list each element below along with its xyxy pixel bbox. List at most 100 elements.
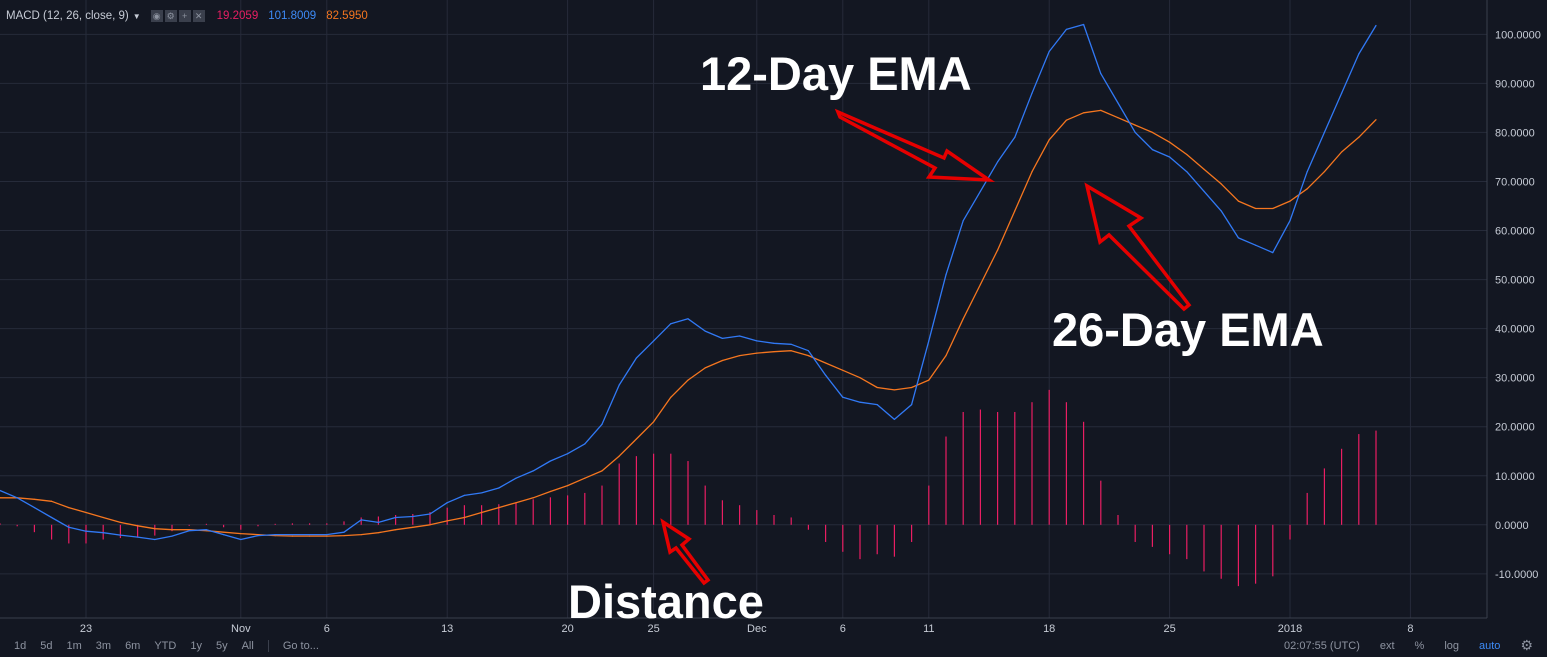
signal-line-point — [515, 502, 517, 504]
macd-line-point — [446, 502, 448, 504]
x-tick-label: Dec — [747, 623, 767, 635]
signal-line-point — [704, 367, 706, 369]
macd-line-point — [1289, 220, 1291, 222]
signal-line-point — [962, 318, 964, 320]
macd-line-point — [309, 534, 311, 536]
signal-line-point — [1169, 141, 1171, 143]
indicator-legend: MACD (12, 26, close, 9) ▼ ◉ ⚙ + ✕ 19.205… — [6, 8, 368, 24]
signal-line-point — [773, 351, 775, 353]
signal-line-series — [0, 109, 1377, 537]
macd-line-point — [1151, 148, 1153, 151]
timeframe-all[interactable]: All — [241, 639, 254, 652]
macd-line-point — [257, 535, 259, 537]
x-tick-label: 25 — [647, 623, 659, 635]
signal-line-point — [188, 529, 190, 531]
timeframe-1y[interactable]: 1y — [190, 639, 202, 652]
close-icon[interactable]: ✕ — [192, 10, 205, 22]
ema26-annotation: 26-Day EMA — [1052, 303, 1324, 356]
goto-button[interactable]: Go to... — [282, 639, 319, 652]
signal-line-point — [257, 534, 259, 536]
macd-line-point — [1237, 237, 1239, 239]
y-tick-label: 80.0000 — [1495, 127, 1535, 139]
signal-line-point — [807, 354, 810, 357]
macd-line-point — [16, 497, 18, 499]
chevron-down-icon[interactable]: ▼ — [132, 11, 141, 21]
macd-line-point — [704, 330, 706, 332]
signal-line-point — [119, 521, 121, 523]
settings-gear-icon[interactable]: ⚙ — [1520, 637, 1533, 653]
y-tick-label: 0.0000 — [1495, 520, 1529, 532]
timeframe-3m[interactable]: 3m — [95, 639, 112, 652]
ext-toggle[interactable]: ext — [1379, 639, 1395, 652]
macd-line-point — [1031, 92, 1033, 94]
macd-line-point — [1117, 102, 1119, 104]
gear-icon[interactable]: ⚙ — [164, 10, 177, 22]
signal-line-point — [1117, 117, 1119, 119]
macd-line-point — [291, 534, 293, 536]
macd-line-point — [911, 404, 913, 406]
macd-line-point — [601, 423, 603, 425]
macd-line-point — [68, 526, 70, 528]
macd-line-point — [137, 536, 139, 538]
signal-line-point — [1134, 124, 1136, 126]
macd-line-point — [670, 323, 672, 325]
ema26-arrow — [1084, 182, 1192, 312]
macd-line-series — [0, 23, 1377, 541]
x-tick-label: Nov — [231, 623, 251, 635]
macd-line-point — [412, 515, 414, 518]
annotation-arrows — [660, 108, 1192, 586]
signal-line-point — [893, 389, 896, 391]
macd-line-point — [635, 357, 638, 359]
signal-line-point — [1151, 131, 1153, 134]
signal-line-point — [274, 535, 276, 537]
macd-line-point — [33, 507, 36, 509]
toolbar-divider — [267, 639, 269, 652]
plus-icon[interactable]: + — [178, 10, 191, 22]
macd-line-point — [807, 350, 810, 352]
x-tick-label: 2018 — [1278, 623, 1302, 635]
signal-line-point — [481, 511, 483, 514]
macd-line-point — [171, 535, 173, 537]
signal-line-point — [859, 377, 861, 379]
log-toggle[interactable]: log — [1444, 639, 1460, 652]
macd-line-point — [532, 470, 534, 472]
timeframe-5y[interactable]: 5y — [215, 639, 228, 652]
axes: 100.000090.000080.000070.000060.000050.0… — [0, 0, 1541, 635]
macd-line-point — [876, 404, 878, 406]
signal-line-point — [653, 421, 655, 423]
timeframe-1d[interactable]: 1d — [14, 639, 27, 652]
macd-line-point — [205, 529, 207, 531]
x-tick-label: 18 — [1043, 623, 1055, 635]
auto-toggle[interactable]: auto — [1479, 639, 1501, 652]
y-tick-label: 20.0000 — [1495, 422, 1535, 434]
timeframe-5d[interactable]: 5d — [40, 639, 53, 652]
signal-line-point — [377, 532, 379, 534]
timeframe-1m[interactable]: 1m — [66, 639, 82, 652]
x-tick-label: 20 — [561, 623, 573, 635]
signal-line-point — [721, 359, 724, 362]
signal-line-point — [171, 529, 173, 531]
indicator-title[interactable]: MACD (12, 26, close, 9) — [6, 10, 129, 22]
signal-line-point — [1237, 200, 1239, 202]
macd-line-point — [842, 396, 844, 398]
signal-line-point — [360, 534, 362, 536]
signal-line-point — [997, 249, 999, 251]
x-tick-label: 23 — [80, 623, 92, 635]
percent-toggle[interactable]: % — [1414, 639, 1425, 652]
x-tick-label: 6 — [840, 623, 846, 635]
macd-line-point — [1065, 28, 1067, 31]
timeframe-ytd[interactable]: YTD — [154, 639, 177, 652]
macd-line-point — [481, 492, 483, 494]
signal-line-point — [584, 477, 586, 479]
signal-line-point — [1289, 200, 1291, 202]
signal-line-point — [1100, 109, 1102, 111]
signal-line-point — [1323, 171, 1325, 173]
macd-line-point — [687, 318, 689, 320]
bottom-toolbar: 1d 5d 1m 3m 6m YTD 1y 5y All Go to... — [0, 634, 1547, 657]
eye-icon[interactable]: ◉ — [150, 10, 163, 22]
timeframe-6m[interactable]: 6m — [125, 639, 141, 652]
x-tick-label: 11 — [923, 623, 934, 635]
signal-line-point — [635, 438, 638, 440]
signal-line-point — [756, 352, 758, 354]
